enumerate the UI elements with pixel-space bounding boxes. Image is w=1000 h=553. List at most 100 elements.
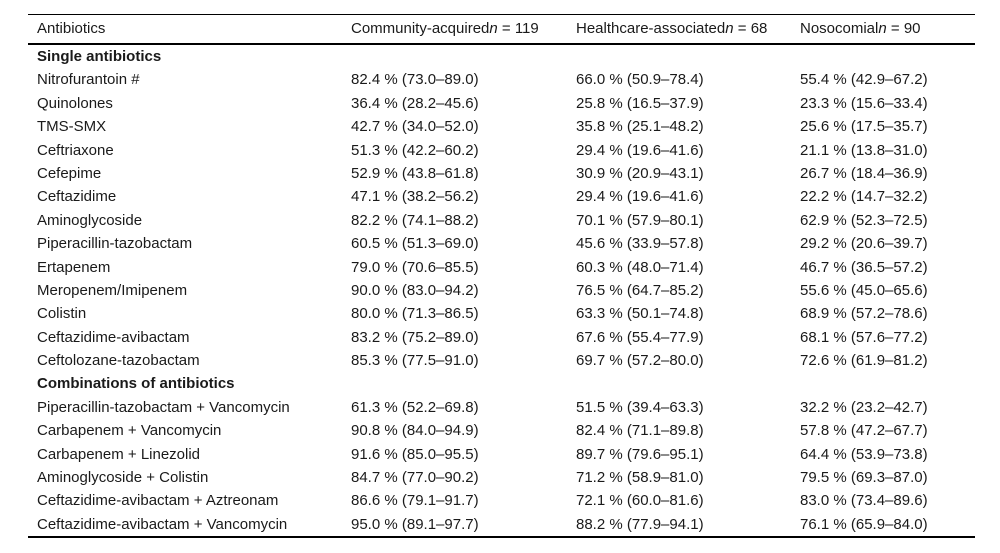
antibiotic-name: Piperacillin-tazobactam	[37, 235, 193, 253]
value-cell-group1: 60.5 % (51.3–69.0)	[351, 235, 479, 253]
value-cell-group2: 69.7 % (57.2–80.0)	[576, 352, 704, 370]
table-row: Colistin 80.0 % (71.3–86.5) 63.3 % (50.1–7…	[28, 302, 975, 325]
n-variable: n	[878, 20, 887, 38]
n-variable: n	[725, 20, 734, 38]
value-cell-group2: 63.3 % (50.1–74.8)	[576, 305, 704, 323]
group-label: Community-acquired	[351, 20, 490, 38]
value-cell-group1: 52.9 % (43.8–61.8)	[351, 164, 479, 182]
section-header-row: Combinations of antibiotics	[28, 372, 975, 395]
antibiotic-name: Aminoglycoside	[37, 211, 143, 229]
group-label: Healthcare-associated	[576, 20, 726, 38]
value-cell-group3: 83.0 % (73.4–89.6)	[800, 492, 928, 510]
antibiotics-susceptibility-table: Antibiotics Community-acquiredn = 119 He…	[28, 14, 975, 539]
table-row: Ceftazidime-avibactam 83.2 % (75.2–89.0) 6…	[28, 326, 975, 349]
table-row: Aminoglycoside + Colistin 84.7 % (77.0–90…	[28, 466, 975, 489]
header-row: Antibiotics Community-acquiredn = 119 He…	[28, 15, 975, 43]
value-cell-group2: 70.1 % (57.9–80.1)	[576, 211, 704, 229]
n-count: = 119	[497, 20, 539, 38]
table-header: Antibiotics Community-acquiredn = 119 He…	[28, 14, 975, 45]
n-variable: n	[489, 20, 498, 38]
table-row: Ceftazidime-avibactam + Vancomycin 95.0 %…	[28, 513, 975, 536]
antibiotic-name: Nitrofurantoin #	[37, 71, 140, 89]
antibiotic-name: Cefepime	[37, 164, 102, 182]
value-cell-group3: 68.9 % (57.2–78.6)	[800, 305, 928, 323]
value-cell-group3: 55.4 % (42.9–67.2)	[800, 71, 928, 89]
column-header-antibiotics: Antibiotics	[28, 17, 351, 40]
antibiotic-name: Meropenem/Imipenem	[37, 281, 188, 299]
table-row: Cefepime 52.9 % (43.8–61.8) 30.9 % (20.9–4…	[28, 162, 975, 185]
value-cell-group3: 26.7 % (18.4–36.9)	[800, 164, 928, 182]
value-cell-group2: 67.6 % (55.4–77.9)	[576, 328, 704, 346]
value-cell-group3: 23.3 % (15.6–33.4)	[800, 94, 928, 112]
value-cell-group1: 47.1 % (38.2–56.2)	[351, 188, 479, 206]
table-row: Meropenem/Imipenem 90.0 % (83.0–94.2) 76.5…	[28, 279, 975, 302]
antibiotic-name: Ceftazidime-avibactam	[37, 328, 190, 346]
value-cell-group1: 79.0 % (70.6–85.5)	[351, 258, 479, 276]
value-cell-group3: 68.1 % (57.6–77.2)	[800, 328, 928, 346]
value-cell-group1: 91.6 % (85.0–95.5)	[351, 445, 479, 463]
value-cell-group1: 42.7 % (34.0–52.0)	[351, 118, 479, 136]
value-cell-group2: 29.4 % (19.6–41.6)	[576, 141, 704, 159]
value-cell-group2: 25.8 % (16.5–37.9)	[576, 94, 704, 112]
antibiotic-name: Carbapenem + Vancomycin	[37, 422, 222, 440]
antibiotic-name: Ceftazidime-avibactam + Vancomycin	[37, 515, 288, 533]
value-cell-group1: 61.3 % (52.2–69.8)	[351, 398, 479, 416]
value-cell-group1: 84.7 % (77.0–90.2)	[351, 469, 479, 487]
table-row: Ceftazidime-avibactam + Aztreonam 86.6 % …	[28, 489, 975, 512]
value-cell-group3: 55.6 % (45.0–65.6)	[800, 281, 928, 299]
value-cell-group3: 22.2 % (14.7–32.2)	[800, 188, 928, 206]
value-cell-group3: 21.1 % (13.8–31.0)	[800, 141, 928, 159]
table-row: Aminoglycoside 82.2 % (74.1–88.2) 70.1 % (…	[28, 209, 975, 232]
table-row: Carbapenem + Linezolid 91.6 % (85.0–95.5)…	[28, 443, 975, 466]
value-cell-group2: 72.1 % (60.0–81.6)	[576, 492, 704, 510]
table-row: TMS-SMX 42.7 % (34.0–52.0) 35.8 % (25.1–48…	[28, 115, 975, 138]
value-cell-group2: 35.8 % (25.1–48.2)	[576, 118, 704, 136]
column-header-label: Antibiotics	[37, 20, 106, 38]
value-cell-group2: 82.4 % (71.1–89.8)	[576, 422, 704, 440]
n-count: = 68	[733, 20, 768, 38]
value-cell-group1: 51.3 % (42.2–60.2)	[351, 141, 479, 159]
value-cell-group2: 76.5 % (64.7–85.2)	[576, 281, 704, 299]
value-cell-group1: 86.6 % (79.1–91.7)	[351, 492, 479, 510]
value-cell-group3: 79.5 % (69.3–87.0)	[800, 469, 928, 487]
value-cell-group3: 72.6 % (61.9–81.2)	[800, 352, 928, 370]
value-cell-group3: 62.9 % (52.3–72.5)	[800, 211, 928, 229]
table-row: Ceftazidime 47.1 % (38.2–56.2) 29.4 % (19.…	[28, 185, 975, 208]
column-header-nosocomial: Nosocomialn = 90	[800, 17, 975, 40]
value-cell-group2: 29.4 % (19.6–41.6)	[576, 188, 704, 206]
antibiotic-name: Ceftazidime	[37, 188, 117, 206]
value-cell-group2: 71.2 % (58.9–81.0)	[576, 469, 704, 487]
value-cell-group1: 82.4 % (73.0–89.0)	[351, 71, 479, 89]
value-cell-group2: 89.7 % (79.6–95.1)	[576, 445, 704, 463]
value-cell-group3: 32.2 % (23.2–42.7)	[800, 398, 928, 416]
value-cell-group1: 83.2 % (75.2–89.0)	[351, 328, 479, 346]
table-row: Quinolones 36.4 % (28.2–45.6) 25.8 % (16.5…	[28, 92, 975, 115]
value-cell-group2: 45.6 % (33.9–57.8)	[576, 235, 704, 253]
column-header-healthcare-associated: Healthcare-associatedn = 68	[576, 17, 800, 40]
value-cell-group2: 51.5 % (39.4–63.3)	[576, 398, 704, 416]
section-header-label: Single antibiotics	[37, 48, 162, 65]
value-cell-group1: 90.0 % (83.0–94.2)	[351, 281, 479, 299]
antibiotic-name: Quinolones	[37, 94, 113, 112]
value-cell-group1: 36.4 % (28.2–45.6)	[351, 94, 479, 112]
antibiotic-name: Colistin	[37, 305, 87, 323]
value-cell-group1: 82.2 % (74.1–88.2)	[351, 211, 479, 229]
table-row: Ceftolozane-tazobactam 85.3 % (77.5–91.0)…	[28, 349, 975, 372]
value-cell-group3: 76.1 % (65.9–84.0)	[800, 515, 928, 533]
antibiotic-name: Ceftolozane-tazobactam	[37, 352, 200, 370]
value-cell-group1: 90.8 % (84.0–94.9)	[351, 422, 479, 440]
table-row: Piperacillin-tazobactam + Vancomycin 61.3…	[28, 396, 975, 419]
value-cell-group3: 25.6 % (17.5–35.7)	[800, 118, 928, 136]
section-header-label: Combinations of antibiotics	[37, 375, 235, 393]
n-count: = 90	[886, 20, 921, 38]
antibiotic-name: Piperacillin-tazobactam + Vancomycin	[37, 398, 290, 416]
group-label: Nosocomial	[800, 20, 879, 38]
table-row: Ceftriaxone 51.3 % (42.2–60.2) 29.4 % (19.…	[28, 139, 975, 162]
value-cell-group3: 64.4 % (53.9–73.8)	[800, 445, 928, 463]
antibiotic-name: TMS-SMX	[37, 118, 107, 136]
value-cell-group3: 57.8 % (47.2–67.7)	[800, 422, 928, 440]
value-cell-group2: 66.0 % (50.9–78.4)	[576, 71, 704, 89]
table-row: Carbapenem + Vancomycin 90.8 % (84.0–94.9…	[28, 419, 975, 442]
antibiotic-name: Aminoglycoside + Colistin	[37, 469, 209, 487]
table-row: Ertapenem 79.0 % (70.6–85.5) 60.3 % (48.0–…	[28, 256, 975, 279]
